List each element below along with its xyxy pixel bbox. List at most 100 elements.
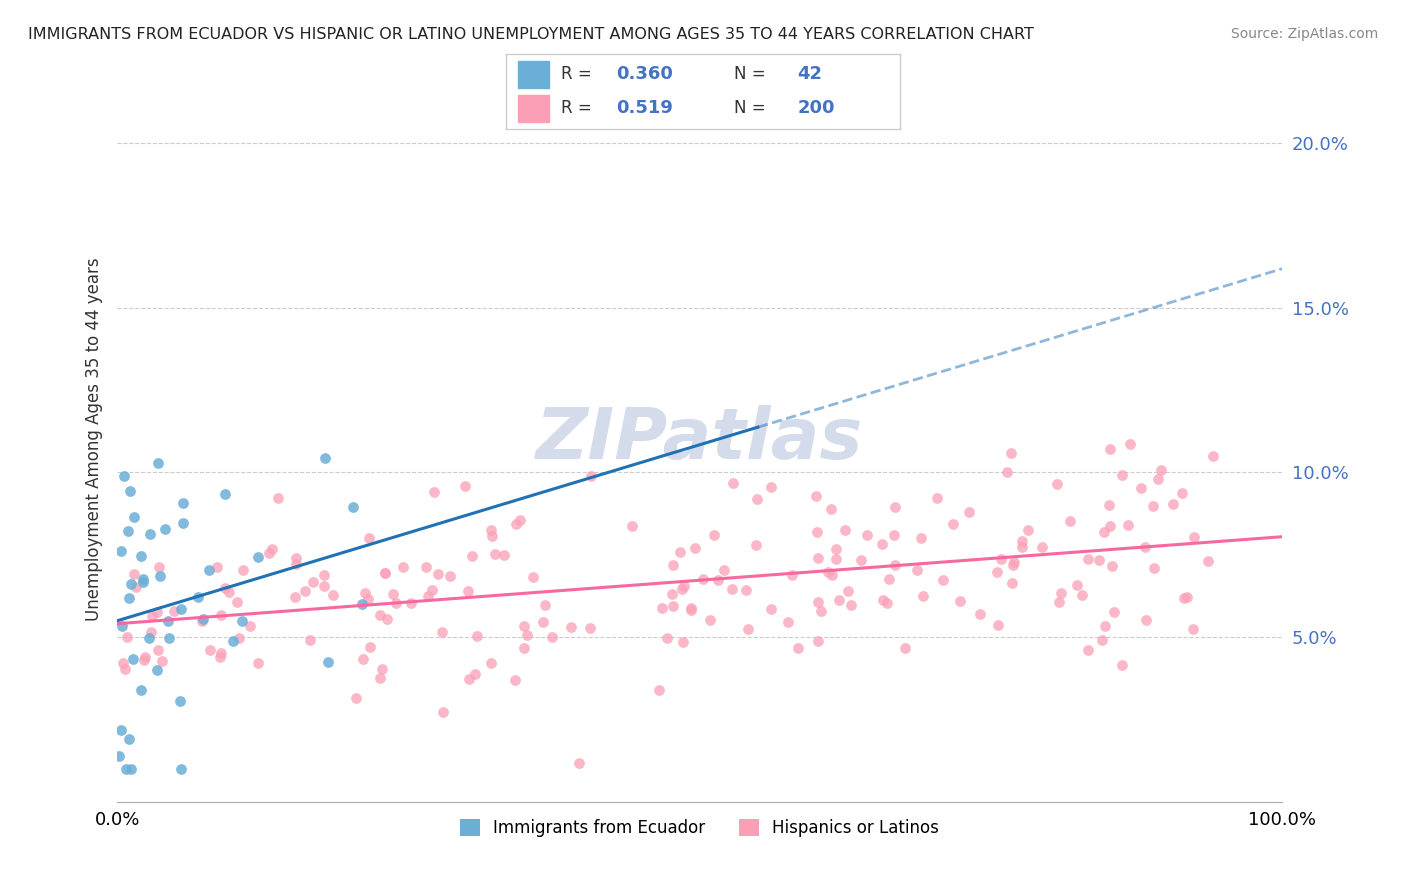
Point xyxy=(432,705,454,719)
Point xyxy=(706,573,728,587)
Point xyxy=(884,558,907,573)
Point xyxy=(671,582,693,596)
Text: N =: N = xyxy=(734,99,766,117)
Point xyxy=(146,456,169,470)
Point xyxy=(322,588,344,602)
Point xyxy=(737,622,759,636)
Point xyxy=(423,485,446,500)
Point xyxy=(1066,577,1088,591)
Point xyxy=(849,552,872,566)
Point xyxy=(806,525,828,540)
Point xyxy=(522,570,544,584)
Point xyxy=(198,563,221,577)
Point xyxy=(492,548,515,562)
Point xyxy=(368,608,391,623)
Point xyxy=(1182,530,1205,544)
Point xyxy=(1001,558,1024,572)
Point xyxy=(1197,554,1219,568)
Point xyxy=(807,595,830,609)
Point xyxy=(187,590,209,604)
Point xyxy=(820,567,842,582)
Point xyxy=(120,577,142,591)
Point xyxy=(132,652,155,666)
Point xyxy=(221,633,243,648)
Point xyxy=(415,559,437,574)
Point xyxy=(1133,540,1156,554)
Point xyxy=(856,527,879,541)
Point xyxy=(949,594,972,608)
Point xyxy=(1129,481,1152,495)
Text: 200: 200 xyxy=(797,99,835,117)
Point xyxy=(807,551,830,566)
Point xyxy=(932,574,955,588)
Text: ZIPatlas: ZIPatlas xyxy=(536,405,863,474)
Point xyxy=(170,762,193,776)
Point xyxy=(925,491,948,506)
Point xyxy=(1116,517,1139,532)
Point xyxy=(172,516,194,531)
Point xyxy=(246,656,269,670)
Point xyxy=(172,496,194,510)
Point xyxy=(157,632,180,646)
Point xyxy=(513,641,536,656)
Point xyxy=(382,586,405,600)
Point xyxy=(1111,467,1133,482)
Point xyxy=(121,652,143,666)
Point xyxy=(534,598,557,612)
Point xyxy=(1181,623,1204,637)
Point xyxy=(1094,618,1116,632)
Point xyxy=(825,552,848,566)
Point xyxy=(112,469,135,483)
Point xyxy=(146,605,169,619)
Point xyxy=(209,650,232,665)
Point xyxy=(131,572,153,586)
Point xyxy=(118,591,141,606)
Point xyxy=(385,596,408,610)
Bar xyxy=(517,62,550,87)
Point xyxy=(299,632,322,647)
Point xyxy=(391,560,413,574)
Point xyxy=(1031,540,1053,554)
Point xyxy=(648,682,671,697)
Point xyxy=(342,500,364,515)
Point xyxy=(231,614,253,628)
Point xyxy=(1143,560,1166,574)
Point xyxy=(662,599,685,614)
Point xyxy=(148,559,170,574)
Point xyxy=(200,643,222,657)
Point xyxy=(1142,499,1164,513)
Legend: Immigrants from Ecuador, Hispanics or Latinos: Immigrants from Ecuador, Hispanics or La… xyxy=(454,813,946,844)
Point xyxy=(657,631,679,645)
Point xyxy=(1161,497,1184,511)
Point xyxy=(193,612,215,626)
Point xyxy=(807,634,830,648)
Point xyxy=(302,575,325,590)
Point xyxy=(817,566,839,580)
Point xyxy=(692,572,714,586)
Point xyxy=(312,579,335,593)
Point xyxy=(1070,588,1092,602)
Point xyxy=(170,602,193,616)
Point xyxy=(1088,553,1111,567)
Point xyxy=(120,762,142,776)
Point xyxy=(661,586,683,600)
Point xyxy=(150,654,173,668)
Point xyxy=(1102,605,1125,619)
Point xyxy=(232,563,254,577)
Point xyxy=(284,557,307,571)
Point xyxy=(703,528,725,542)
Point xyxy=(1098,518,1121,533)
Text: R =: R = xyxy=(561,65,592,83)
Point xyxy=(430,624,453,639)
Point xyxy=(117,524,139,538)
Point xyxy=(1050,586,1073,600)
Point xyxy=(1099,442,1122,456)
Point xyxy=(560,620,582,634)
Point xyxy=(987,618,1010,632)
Point xyxy=(1077,643,1099,657)
Point xyxy=(1077,552,1099,566)
Point xyxy=(870,537,893,551)
Point xyxy=(352,652,374,666)
Point xyxy=(1171,486,1194,500)
Point xyxy=(228,632,250,646)
